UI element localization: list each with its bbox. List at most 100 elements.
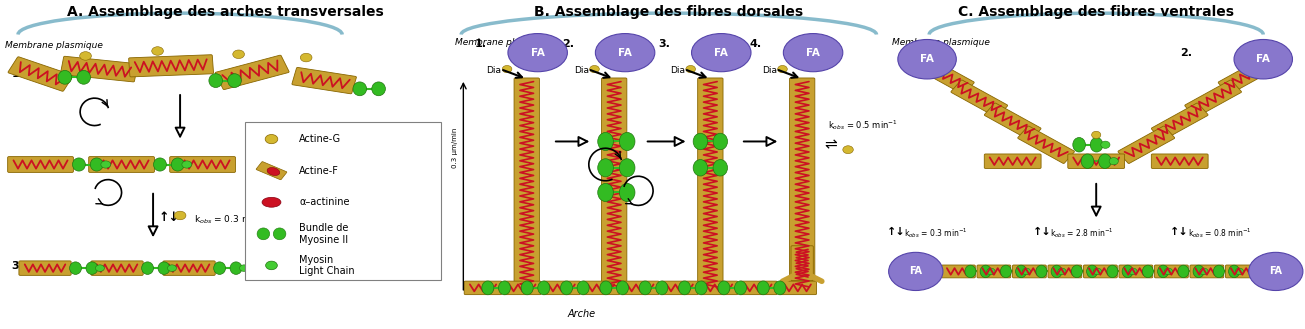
FancyBboxPatch shape — [170, 157, 235, 172]
Circle shape — [843, 146, 853, 154]
Text: B. Assemblage des fibres dorsales: B. Assemblage des fibres dorsales — [534, 5, 804, 19]
Circle shape — [151, 47, 163, 55]
Ellipse shape — [482, 281, 493, 295]
Text: Actine-G: Actine-G — [299, 134, 342, 144]
Circle shape — [590, 65, 599, 73]
FancyBboxPatch shape — [698, 78, 723, 291]
Circle shape — [95, 265, 104, 271]
Circle shape — [1091, 131, 1101, 139]
FancyBboxPatch shape — [977, 265, 1011, 278]
Text: Dia: Dia — [487, 66, 501, 75]
Circle shape — [181, 161, 192, 168]
FancyBboxPatch shape — [8, 157, 73, 172]
FancyBboxPatch shape — [1225, 265, 1259, 278]
Ellipse shape — [1178, 265, 1189, 278]
Text: ⇌: ⇌ — [825, 137, 837, 152]
FancyBboxPatch shape — [543, 281, 581, 295]
Ellipse shape — [595, 34, 655, 72]
FancyBboxPatch shape — [660, 281, 698, 295]
Ellipse shape — [1036, 265, 1047, 278]
Ellipse shape — [620, 184, 636, 201]
Ellipse shape — [964, 265, 976, 278]
Circle shape — [265, 135, 278, 144]
Text: k$_{obs}$ = 0.8 min$^{-1}$: k$_{obs}$ = 0.8 min$^{-1}$ — [1188, 226, 1251, 240]
Ellipse shape — [1107, 265, 1118, 278]
FancyBboxPatch shape — [163, 261, 215, 275]
FancyBboxPatch shape — [582, 281, 620, 295]
FancyBboxPatch shape — [1185, 80, 1241, 117]
Ellipse shape — [227, 74, 241, 88]
Text: FA: FA — [920, 54, 934, 64]
FancyBboxPatch shape — [984, 154, 1041, 168]
Text: Myosin
Light Chain: Myosin Light Chain — [299, 255, 355, 276]
Ellipse shape — [1087, 265, 1098, 278]
FancyBboxPatch shape — [1118, 265, 1152, 278]
Ellipse shape — [718, 281, 729, 295]
Ellipse shape — [273, 228, 286, 240]
Circle shape — [240, 265, 248, 271]
FancyBboxPatch shape — [18, 261, 72, 275]
Ellipse shape — [154, 158, 166, 171]
Text: ↑↓: ↑↓ — [1171, 227, 1189, 237]
FancyBboxPatch shape — [941, 265, 975, 278]
FancyBboxPatch shape — [740, 281, 778, 295]
Ellipse shape — [257, 228, 270, 240]
Text: FA: FA — [806, 48, 820, 58]
Ellipse shape — [142, 262, 154, 274]
FancyBboxPatch shape — [1155, 265, 1189, 278]
FancyBboxPatch shape — [1067, 154, 1125, 168]
Text: ↑↓: ↑↓ — [886, 227, 906, 237]
Ellipse shape — [898, 39, 957, 79]
Circle shape — [1164, 268, 1173, 275]
Text: Dia: Dia — [669, 66, 685, 75]
Ellipse shape — [499, 281, 510, 295]
Text: k$_{obs}$ = 0.3 min$^{-1}$: k$_{obs}$ = 0.3 min$^{-1}$ — [193, 212, 269, 226]
Ellipse shape — [889, 252, 944, 291]
Text: Membrane plasmique: Membrane plasmique — [891, 38, 989, 47]
Circle shape — [175, 211, 185, 220]
Ellipse shape — [262, 197, 281, 207]
Ellipse shape — [230, 262, 241, 274]
Text: 1.: 1. — [474, 39, 487, 49]
FancyBboxPatch shape — [1190, 265, 1224, 278]
Text: FA: FA — [1257, 54, 1270, 64]
Ellipse shape — [639, 281, 651, 295]
FancyBboxPatch shape — [245, 122, 441, 280]
Text: 2.: 2. — [12, 160, 23, 169]
Ellipse shape — [521, 281, 534, 295]
Circle shape — [778, 65, 787, 73]
Text: FA: FA — [619, 48, 632, 58]
Ellipse shape — [57, 70, 72, 84]
Circle shape — [80, 52, 91, 60]
FancyBboxPatch shape — [791, 246, 813, 281]
Ellipse shape — [774, 281, 786, 295]
Text: α–actinine: α–actinine — [299, 197, 350, 207]
Ellipse shape — [1265, 265, 1275, 278]
Circle shape — [1129, 268, 1137, 275]
Ellipse shape — [713, 133, 727, 150]
Text: 0.3 μm/min: 0.3 μm/min — [453, 128, 458, 168]
Ellipse shape — [620, 159, 636, 177]
Ellipse shape — [1193, 265, 1205, 278]
FancyBboxPatch shape — [91, 261, 144, 275]
Text: FA: FA — [910, 266, 923, 276]
Ellipse shape — [1228, 265, 1240, 278]
Circle shape — [1101, 141, 1111, 148]
Ellipse shape — [209, 74, 223, 88]
Text: Membrane plasmique: Membrane plasmique — [454, 38, 552, 47]
FancyBboxPatch shape — [8, 57, 73, 91]
Ellipse shape — [1249, 265, 1259, 278]
Text: k$_{obs}$ = 0.3 min$^{-1}$: k$_{obs}$ = 0.3 min$^{-1}$ — [904, 226, 968, 240]
FancyBboxPatch shape — [917, 57, 975, 94]
Text: Actine-F: Actine-F — [299, 166, 339, 176]
FancyBboxPatch shape — [984, 103, 1041, 140]
Circle shape — [1109, 158, 1118, 165]
Ellipse shape — [679, 281, 690, 295]
FancyBboxPatch shape — [1118, 126, 1174, 164]
Ellipse shape — [1071, 265, 1082, 278]
Circle shape — [1022, 268, 1031, 275]
Ellipse shape — [757, 281, 769, 295]
Ellipse shape — [171, 158, 184, 171]
Text: 4.: 4. — [749, 39, 762, 49]
FancyBboxPatch shape — [514, 78, 539, 291]
